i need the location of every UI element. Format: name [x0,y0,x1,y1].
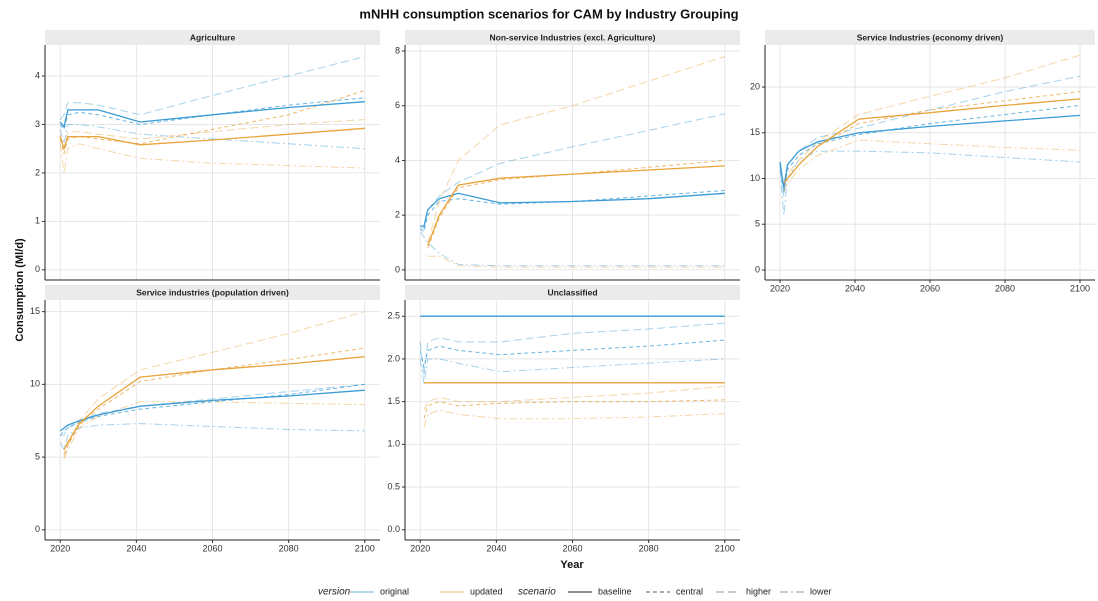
y-tick-label: 2 [395,210,400,220]
x-tick-label: 2080 [639,543,659,553]
series-line [419,113,725,230]
series-line [419,322,725,377]
series-line [63,401,365,459]
legend-title: version [318,587,351,598]
x-tick-label: 2040 [486,543,506,553]
x-axis-title: Year [560,559,584,571]
y-axis-title: Consumption (Ml/d) [14,238,26,342]
y-tick-label: 1 [35,216,40,226]
legend-label: lower [810,586,832,596]
series-line [59,119,365,149]
series-line [59,143,365,173]
x-tick-label: 2040 [845,283,865,293]
legend-label: updated [470,586,503,596]
strip-title: Unclassified [547,287,597,297]
y-tick-label: 2 [35,167,40,177]
series-line [59,383,365,436]
series-line [419,190,725,233]
legend-label: original [380,586,409,596]
series-line [427,255,725,268]
strip-title: Agriculture [190,32,236,42]
series-line [59,389,365,432]
y-tick-label: 4 [35,70,40,80]
y-tick-label: 15 [30,306,40,316]
series-line [419,339,725,368]
series-line [60,383,365,436]
x-tick-label: 2060 [562,543,582,553]
y-tick-label: 5 [755,219,760,229]
strip [405,30,740,45]
y-tick-label: 3 [35,119,40,129]
y-tick-label: 2.0 [387,353,400,363]
strip [45,285,380,300]
strip-title: Service Industries (economy driven) [857,32,1004,42]
y-tick-label: 15 [750,127,760,137]
series-line [63,356,365,451]
series-line [423,399,725,419]
series-line [420,192,725,227]
x-tick-label: 2020 [50,543,70,553]
series-line [779,114,1081,188]
chart-title: mNHH consumption scenarios for CAM by In… [359,6,738,21]
series-line [783,54,1081,184]
series-line [427,56,725,243]
series-line [63,347,365,455]
series-line [783,91,1081,188]
series-line [59,97,365,131]
strip [405,285,740,300]
strip-title: Service industries (population driven) [136,287,289,297]
y-tick-label: 2.5 [387,311,400,321]
series-line [427,159,725,249]
y-tick-label: 20 [750,81,760,91]
y-tick-label: 0.0 [387,524,400,534]
x-tick-label: 2100 [715,543,735,553]
x-tick-label: 2080 [279,543,299,553]
y-tick-label: 4 [395,155,400,165]
series-line [783,139,1081,193]
series-line [63,311,365,458]
x-tick-label: 2020 [410,543,430,553]
series-line [427,165,725,246]
y-tick-label: 0 [395,264,400,274]
y-tick-label: 0 [35,524,40,534]
strip-title: Non-service Industries (excl. Agricultur… [490,32,656,42]
legend-label: central [676,586,703,596]
y-tick-label: 1.5 [387,396,400,406]
x-tick-label: 2040 [126,543,146,553]
strip [45,30,380,45]
legend-label: baseline [598,586,632,596]
x-tick-label: 2100 [1070,283,1090,293]
x-tick-label: 2060 [920,283,940,293]
x-tick-label: 2100 [355,543,375,553]
y-tick-label: 0.5 [387,481,400,491]
y-tick-label: 0 [755,264,760,274]
series-line [783,98,1081,184]
x-tick-label: 2020 [770,283,790,293]
y-tick-label: 10 [750,173,760,183]
y-tick-label: 8 [395,45,400,55]
y-tick-label: 6 [395,100,400,110]
legend-label: higher [746,586,771,596]
series-line [423,385,725,411]
series-line [419,231,725,267]
y-tick-label: 10 [30,379,40,389]
x-tick-label: 2060 [202,543,222,553]
series-line [779,75,1081,197]
legend-title: scenario [518,587,556,598]
strip [765,30,1095,45]
y-tick-label: 0 [35,264,40,274]
series-line [59,101,365,129]
y-tick-label: 5 [35,451,40,461]
y-tick-label: 1.0 [387,439,400,449]
series-line [59,124,365,150]
series-line [419,358,725,385]
series-line [59,56,365,120]
series-line [59,127,365,151]
series-line [423,409,725,428]
x-tick-label: 2080 [995,283,1015,293]
series-line [779,150,1081,216]
